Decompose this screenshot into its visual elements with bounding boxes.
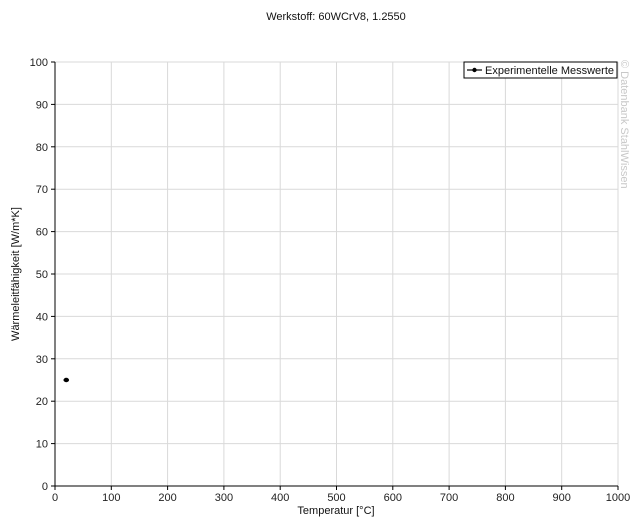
grid [54,61,619,487]
x-tick-label: 100 [102,492,120,504]
y-tick-label: 70 [36,184,48,196]
y-tick-label: 30 [36,354,48,366]
legend: Experimentelle Messwerte [463,61,618,79]
y-axis-ticks: 0 10 20 30 40 50 60 70 80 90 100 [30,57,55,493]
y-tick-label: 100 [30,57,48,69]
x-tick-label: 900 [553,492,571,504]
y-axis-title: Wärmeleitfähigkeit [W/m*K] [10,207,22,341]
x-tick-label: 400 [271,492,289,504]
x-tick-label: 0 [52,492,58,504]
x-axis-ticks: 0 100 200 300 400 500 600 700 800 900 1000 [52,486,630,504]
data-points [63,377,70,383]
y-tick-label: 0 [42,481,48,493]
x-axis-title: Temperatur [°C] [297,505,374,517]
x-tick-label: 600 [384,492,402,504]
chart-title: Werkstoff: 60WCrV8, 1.2550 [266,11,406,23]
x-tick-label: 500 [327,492,345,504]
y-tick-label: 80 [36,142,48,154]
x-tick-label: 1000 [606,492,630,504]
y-tick-label: 10 [36,439,48,451]
y-tick-label: 90 [36,99,48,111]
y-tick-label: 20 [36,396,48,408]
x-tick-label: 200 [158,492,176,504]
x-tick-label: 800 [496,492,514,504]
y-tick-label: 40 [36,311,48,323]
legend-label: Experimentelle Messwerte [485,65,614,77]
legend-point-marker [472,67,477,73]
data-point [63,377,70,383]
y-tick-label: 60 [36,227,48,239]
x-tick-label: 700 [440,492,458,504]
x-tick-label: 300 [215,492,233,504]
legend-box [463,61,618,79]
watermark: © Datenbank StahlWissen [618,60,630,189]
y-tick-label: 50 [36,269,48,281]
